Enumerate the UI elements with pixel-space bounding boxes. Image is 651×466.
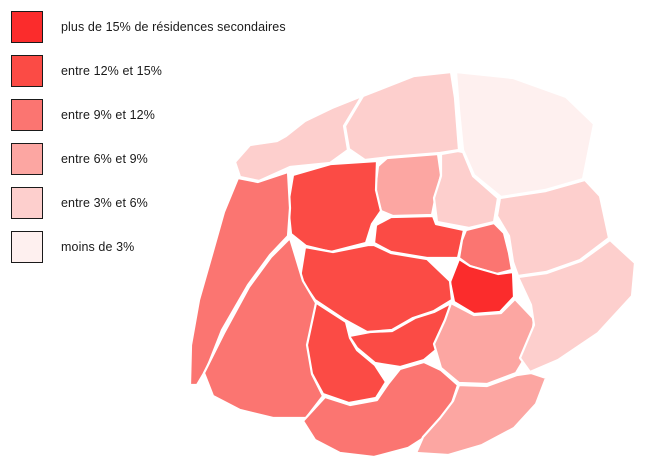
legend-item-1: entre 12% et 15% xyxy=(11,55,162,87)
map-region-arr-9b[interactable] xyxy=(298,243,454,334)
map-region-arr-8[interactable] xyxy=(286,159,383,254)
map-region-arr-9[interactable] xyxy=(373,152,443,218)
map-region-arr-19[interactable] xyxy=(454,70,596,199)
map-region-arr-15[interactable] xyxy=(202,236,325,420)
map-legend: plus de 15% de résidences secondaires ent… xyxy=(0,0,300,275)
legend-item-3: entre 6% et 9% xyxy=(11,143,148,175)
legend-color-swatch xyxy=(11,99,43,131)
map-region-arr-6[interactable] xyxy=(414,371,548,457)
legend-color-swatch xyxy=(11,143,43,175)
map-region-arr-13[interactable] xyxy=(516,238,637,374)
map-region-arr-11[interactable] xyxy=(457,221,514,276)
map-region-arr-20[interactable] xyxy=(495,178,611,278)
legend-item-label: entre 6% et 9% xyxy=(61,152,148,166)
legend-color-swatch xyxy=(11,231,43,263)
legend-color-swatch xyxy=(11,11,43,43)
map-region-arr-18[interactable] xyxy=(343,70,461,162)
legend-color-swatch xyxy=(11,187,43,219)
legend-item-label: moins de 3% xyxy=(61,240,135,254)
legend-item-label: entre 9% et 12% xyxy=(61,108,155,122)
legend-item-label: entre 12% et 15% xyxy=(61,64,162,78)
legend-item-label: entre 3% et 6% xyxy=(61,196,148,210)
legend-item-label: plus de 15% de résidences secondaires xyxy=(61,20,286,34)
arrondissement-layer xyxy=(188,70,637,459)
map-region-arr-12[interactable] xyxy=(432,297,536,386)
legend-item-0: plus de 15% de résidences secondaires xyxy=(11,11,286,43)
legend-item-4: entre 3% et 6% xyxy=(11,187,148,219)
legend-color-swatch xyxy=(11,55,43,87)
legend-item-2: entre 9% et 12% xyxy=(11,99,155,131)
map-region-arr-16[interactable] xyxy=(188,170,292,387)
map-region-arr-17[interactable] xyxy=(233,94,364,183)
legend-item-5: moins de 3% xyxy=(11,231,134,263)
